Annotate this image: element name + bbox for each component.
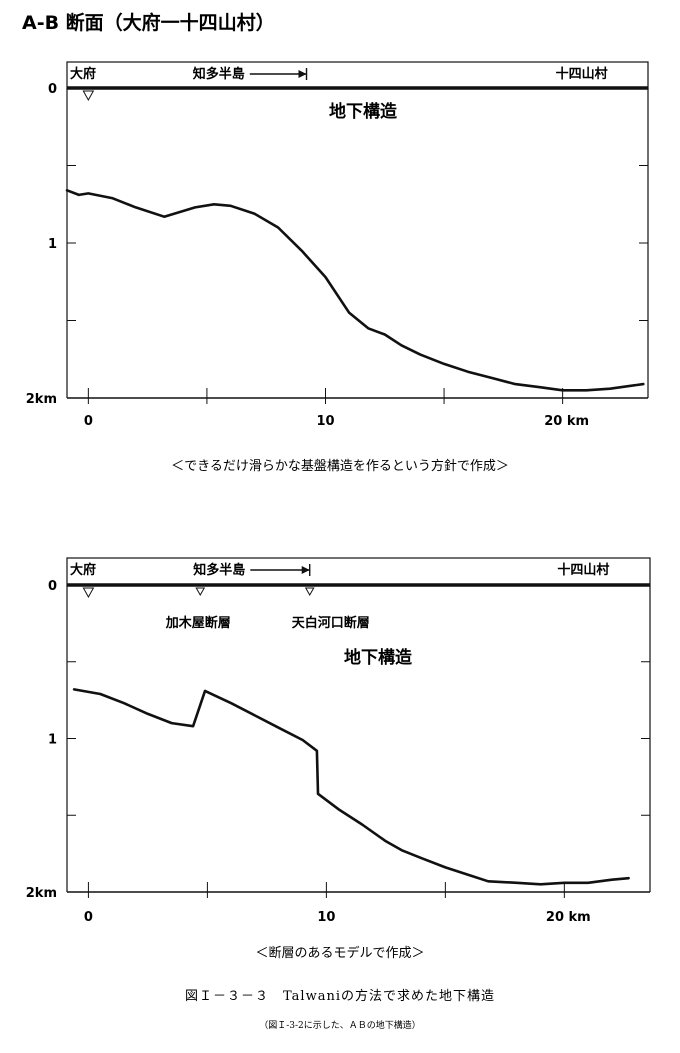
x-tick-label: 10 [317, 910, 335, 925]
chart-caption: ＜断層のあるモデルで作成＞ [255, 945, 424, 961]
basement-curve [65, 189, 645, 392]
x-tick-label: 20 km [544, 414, 589, 429]
arrow-head-icon [301, 566, 310, 574]
structure-annotation: 地下構造 [344, 647, 413, 668]
y-tick-label: 1 [48, 237, 57, 252]
structure-annotation: 地下構造 [329, 101, 398, 122]
y-tick-label: 1 [48, 733, 57, 748]
place-label: 知多半島 [193, 66, 245, 82]
figure-note: （図Ｉ-3-2に示した、ＡＢの地下構造） [259, 1019, 421, 1031]
fault-marker-icon [195, 587, 206, 597]
page-title: A-B 断面（大府一十四山村） [22, 11, 275, 34]
place-label: 大府 [70, 562, 96, 578]
x-tick-label: 0 [84, 414, 93, 429]
location-marker-icon [82, 587, 95, 599]
x-tick-label: 10 [316, 414, 334, 429]
x-tick-label: 20 km [546, 910, 591, 925]
fault-label: 加木屋断層 [165, 615, 231, 631]
basement-curve [72, 688, 630, 886]
place-label: 知多半島 [193, 562, 245, 578]
place-label: 大府 [70, 66, 96, 82]
figure-caption: 図Ｉ－３－３ Talwaniの方法で求めた地下構造 [185, 988, 495, 1004]
arrow-head-icon [298, 70, 307, 78]
place-label: 十四山村 [557, 562, 609, 578]
y-tick-label: 0 [48, 82, 57, 97]
chart-caption: ＜できるだけ滑らかな基盤構造を作るという方針で作成＞ [171, 458, 509, 474]
location-marker-icon [82, 90, 95, 102]
fault-marker-icon [304, 587, 315, 597]
y-tick-label: 0 [48, 579, 57, 594]
y-tick-label: 2km [26, 392, 57, 407]
y-tick-label: 2km [26, 886, 57, 901]
x-tick-label: 0 [84, 910, 93, 925]
fault-label: 天白河口断層 [292, 615, 370, 631]
place-label: 十四山村 [556, 66, 608, 82]
